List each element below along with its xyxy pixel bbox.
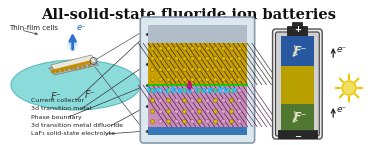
Text: two-phase transition: two-phase transition xyxy=(147,86,238,95)
Text: Current collector: Current collector xyxy=(31,97,84,103)
Text: F⁻: F⁻ xyxy=(294,112,307,122)
Text: e⁻: e⁻ xyxy=(77,23,86,32)
Text: e⁻: e⁻ xyxy=(336,46,347,55)
Bar xyxy=(280,104,314,130)
Text: +: + xyxy=(294,26,301,35)
Bar xyxy=(148,127,247,135)
Bar xyxy=(280,36,314,66)
Text: Thin-film cells: Thin-film cells xyxy=(9,25,58,31)
Text: −: − xyxy=(294,132,301,141)
FancyBboxPatch shape xyxy=(273,29,322,139)
Polygon shape xyxy=(51,60,91,73)
Text: LaF₃ solid-state electrolyte: LaF₃ solid-state electrolyte xyxy=(31,132,115,136)
Text: F⁻: F⁻ xyxy=(50,92,61,102)
Text: F⁻: F⁻ xyxy=(294,46,307,56)
Bar xyxy=(287,26,307,36)
Circle shape xyxy=(342,81,356,95)
Bar xyxy=(293,22,302,27)
FancyBboxPatch shape xyxy=(140,17,255,143)
Ellipse shape xyxy=(11,60,140,110)
FancyBboxPatch shape xyxy=(276,32,319,136)
Polygon shape xyxy=(51,55,96,72)
Bar xyxy=(148,25,247,43)
Polygon shape xyxy=(49,58,99,75)
Text: 3d transition metal difluoride: 3d transition metal difluoride xyxy=(31,123,123,128)
Text: Phase boundary: Phase boundary xyxy=(31,115,82,119)
Bar xyxy=(277,130,317,138)
Text: 3d transition metal: 3d transition metal xyxy=(31,106,91,111)
Bar xyxy=(148,43,247,85)
Bar xyxy=(148,85,247,127)
Text: All-solid-state fluoride ion batteries: All-solid-state fluoride ion batteries xyxy=(42,8,336,22)
Bar xyxy=(280,66,314,104)
Text: e⁻: e⁻ xyxy=(336,106,347,115)
Text: F⁻: F⁻ xyxy=(85,90,96,100)
